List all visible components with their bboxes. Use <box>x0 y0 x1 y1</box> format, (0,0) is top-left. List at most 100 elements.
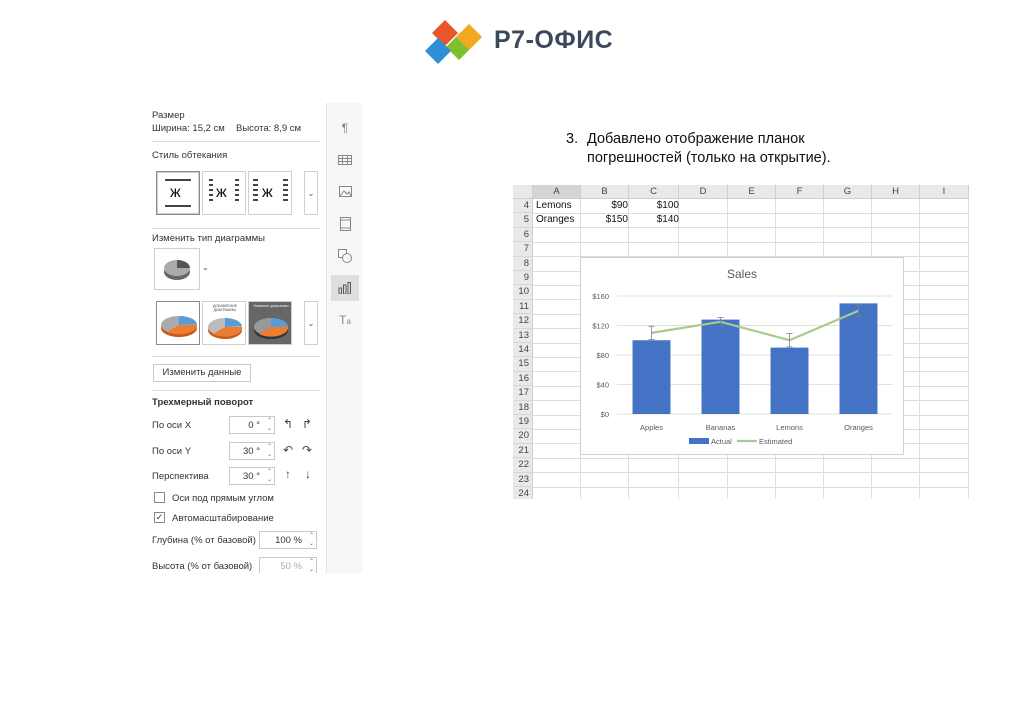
r7-logo-mark-icon <box>425 20 482 64</box>
column-header-e[interactable]: E <box>728 185 776 199</box>
row-header-17[interactable]: 17 <box>513 386 533 401</box>
grid-line <box>533 213 969 214</box>
row-header-5[interactable]: 5 <box>513 213 533 228</box>
wrap-square-button[interactable]: ж <box>156 171 200 215</box>
row-header-12[interactable]: 12 <box>513 314 533 329</box>
chart-icon[interactable] <box>331 275 359 301</box>
pie-3d-style-icon <box>161 315 198 337</box>
step-line-1: Добавлено отображение планок <box>587 131 805 147</box>
cell-a5[interactable]: Oranges <box>536 214 575 226</box>
size-title: Размер <box>152 110 185 121</box>
butterfly-icon: ж <box>216 184 227 201</box>
column-header-f[interactable]: F <box>776 185 824 199</box>
column-header-h[interactable]: H <box>872 185 920 199</box>
perspective-label: Перспектива <box>152 471 209 482</box>
height-percent-input[interactable]: 50 % ⌃ ⌄ <box>259 557 317 573</box>
paragraph-icon[interactable]: ¶ <box>341 121 349 135</box>
row-header-9[interactable]: 9 <box>513 271 533 286</box>
rotation-y-label: По оси Y <box>152 446 192 457</box>
column-header-a[interactable]: A <box>533 185 581 199</box>
spinner-arrows-icon[interactable]: ⌃ ⌄ <box>266 469 272 483</box>
grid-line <box>533 241 969 243</box>
bar-apples <box>632 340 671 414</box>
row-header-20[interactable]: 20 <box>513 429 533 444</box>
chart-style-more-dropdown[interactable]: ⌄ <box>304 301 318 345</box>
row-header-8[interactable]: 8 <box>513 256 533 271</box>
select-all-corner[interactable] <box>513 185 533 199</box>
rotate-up-icon[interactable]: ↶ <box>283 443 294 457</box>
perspective-decrease-icon[interactable]: ↓ <box>305 467 311 481</box>
cell-b5[interactable]: $150 <box>605 214 628 226</box>
row-header-14[interactable]: 14 <box>513 343 533 358</box>
row-header-21[interactable]: 21 <box>513 443 533 459</box>
bar-lemons <box>770 347 809 414</box>
y-tick-label: $120 <box>592 322 609 331</box>
cell-c4[interactable]: $100 <box>656 200 679 211</box>
wrap-through-button[interactable]: ж <box>248 171 292 215</box>
cell-c5[interactable]: $140 <box>656 214 679 226</box>
autoscale-checkbox[interactable]: ✓ <box>154 512 165 523</box>
grid-line <box>968 199 969 499</box>
row-header-13[interactable]: 13 <box>513 328 533 343</box>
rotate-right-icon[interactable]: ↱ <box>302 417 313 431</box>
column-header-c[interactable]: C <box>629 185 679 199</box>
header-footer-icon[interactable] <box>331 211 359 237</box>
sales-chart[interactable]: Sales $0 $40 $80 $120 $160 Apples Bananas Lemons… <box>580 257 904 455</box>
rotate-down-icon[interactable]: ↷ <box>302 443 313 457</box>
depth-input[interactable]: 100 % ⌃ ⌄ <box>259 531 317 549</box>
row-header-4[interactable]: 4 <box>513 199 533 214</box>
rotation-x-label: По оси X <box>152 420 192 431</box>
x-tick-label: Apples <box>640 423 663 432</box>
row-header-23[interactable]: 23 <box>513 472 533 487</box>
edit-data-button[interactable]: Изменить данные <box>153 364 251 382</box>
cell-a4[interactable]: Lemons <box>536 200 572 211</box>
step-number: 3. <box>566 131 579 147</box>
row-header-6[interactable]: 6 <box>513 227 533 243</box>
x-tick-label: Lemons <box>776 423 803 432</box>
rotation-y-input[interactable]: 30 ° ⌃ ⌄ <box>229 442 275 460</box>
spinner-arrows-icon[interactable]: ⌃ ⌄ <box>266 444 272 458</box>
row-header-22[interactable]: 22 <box>513 458 533 473</box>
pie-3d-style-icon <box>254 317 289 339</box>
row-header-16[interactable]: 16 <box>513 371 533 387</box>
chart-type-button[interactable] <box>154 248 200 290</box>
pie-chart-icon <box>164 260 190 280</box>
image-icon[interactable] <box>331 179 359 205</box>
row-header-24[interactable]: 24 <box>513 487 533 499</box>
column-header-d[interactable]: D <box>679 185 728 199</box>
row-header-18[interactable]: 18 <box>513 400 533 415</box>
butterfly-icon: ж <box>262 184 273 201</box>
right-angle-checkbox[interactable] <box>154 492 165 503</box>
row-header-7[interactable]: 7 <box>513 242 533 257</box>
rotation-title: Трехмерный поворот <box>152 397 254 408</box>
chart-style-preset-3[interactable]: Название диаграммы <box>248 301 292 345</box>
shape-icon[interactable] <box>331 243 359 269</box>
chart-style-preset-1[interactable] <box>156 301 200 345</box>
column-header-g[interactable]: G <box>824 185 872 199</box>
spinner-arrows-icon[interactable]: ⌃ ⌄ <box>308 533 314 547</box>
perspective-input[interactable]: 30 ° ⌃ ⌄ <box>229 467 275 485</box>
row-header-15[interactable]: 15 <box>513 357 533 372</box>
text-art-icon[interactable]: Ta <box>339 313 351 327</box>
rotate-left-icon[interactable]: ↰ <box>283 417 294 431</box>
spinner-arrows-icon[interactable]: ⌃ ⌄ <box>266 418 272 432</box>
row-header-19[interactable]: 19 <box>513 415 533 430</box>
bar-oranges <box>839 303 878 414</box>
table-icon[interactable] <box>331 147 359 173</box>
legend-estimated-label: Estimated <box>759 437 792 446</box>
row-header-11[interactable]: 11 <box>513 299 533 315</box>
perspective-increase-icon[interactable]: ↑ <box>285 467 291 481</box>
row-header-10[interactable]: 10 <box>513 285 533 300</box>
cell-b4[interactable]: $90 <box>611 200 628 211</box>
column-header-b[interactable]: B <box>581 185 629 199</box>
spinner-arrows-icon[interactable]: ⌃ ⌄ <box>308 559 314 573</box>
rotation-x-input[interactable]: 0 ° ⌃ ⌄ <box>229 416 275 434</box>
size-height-label: Высота: 8,9 см <box>236 123 302 134</box>
right-toolbar: ¶ Ta <box>326 103 362 573</box>
chevron-down-icon[interactable]: ⌄ <box>202 263 209 272</box>
wrap-tight-button[interactable]: ж <box>202 171 246 215</box>
chart-type-title: Изменить тип диаграммы <box>152 233 265 244</box>
column-header-i[interactable]: I <box>920 185 969 199</box>
wrap-more-dropdown[interactable]: ⌄ <box>304 171 318 215</box>
chart-style-preset-2[interactable]: ДОБАВЛЕНИЕ ДИАГРАММЫ <box>202 301 246 345</box>
